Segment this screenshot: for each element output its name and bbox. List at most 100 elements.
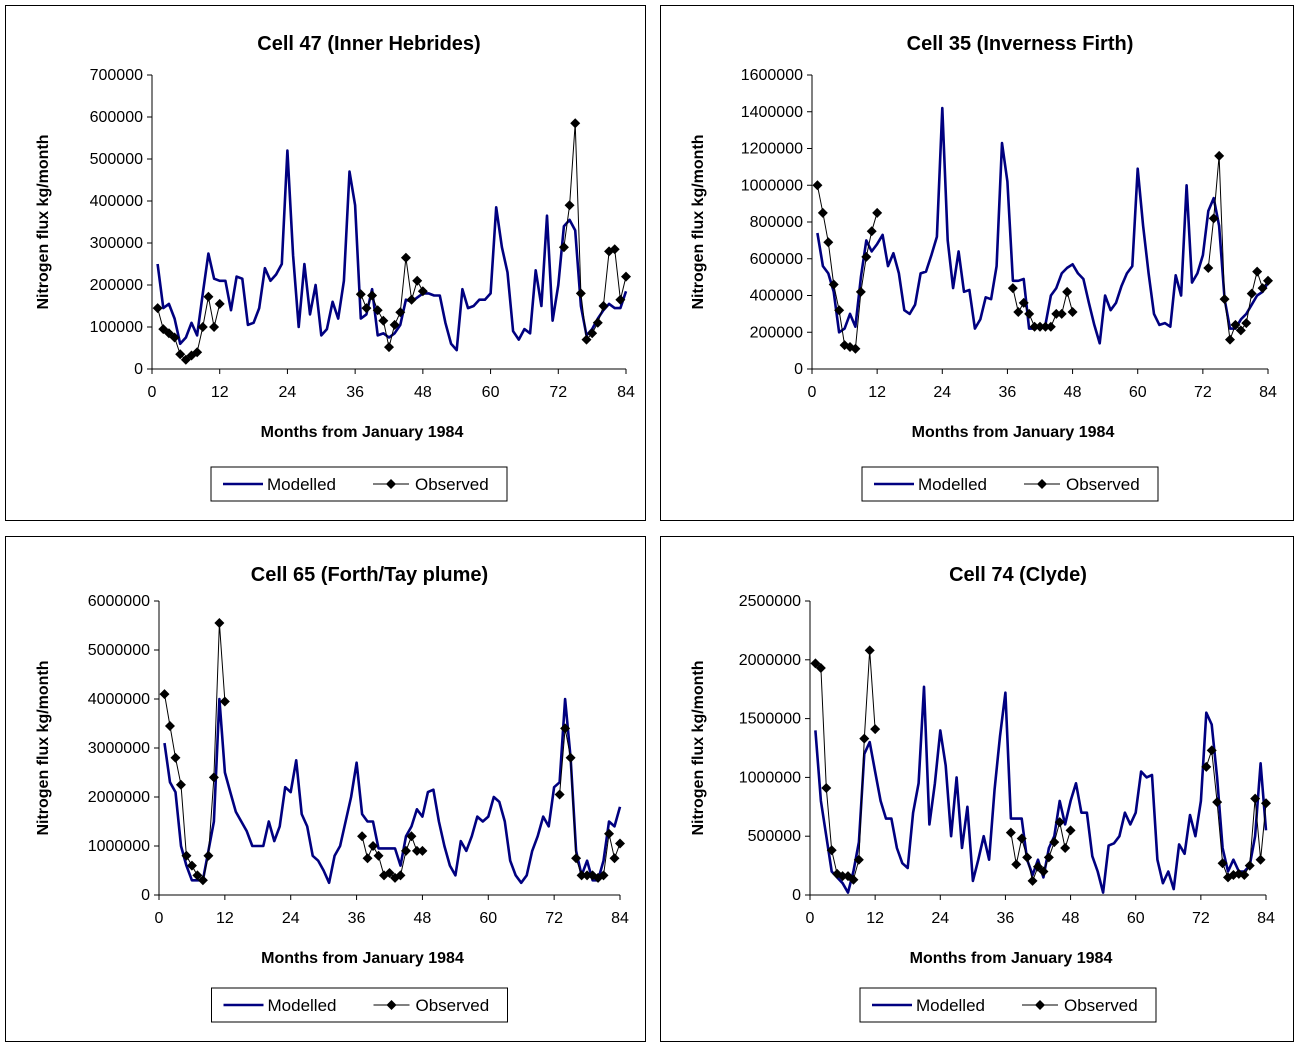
- x-tick-label: 60: [482, 384, 500, 401]
- y-tick-label: 1000000: [88, 838, 150, 855]
- observed-point: [859, 733, 870, 744]
- observed-point: [1212, 797, 1223, 808]
- legend-modelled-label: Modelled: [918, 475, 987, 494]
- observed-point: [587, 328, 598, 339]
- observed-point: [192, 870, 203, 881]
- observed-point: [817, 207, 828, 218]
- observed-point: [214, 298, 225, 309]
- observed-point: [181, 850, 192, 861]
- chart-svg: Cell 65 (Forth/Tay plume) 0 1000000 2000000…: [35, 564, 629, 1023]
- observed-point: [834, 305, 845, 316]
- series-observed-line: [164, 623, 226, 882]
- observed-point: [1056, 308, 1067, 319]
- observed-point: [554, 789, 565, 800]
- y-tick-label: 700000: [90, 67, 143, 84]
- observed-point: [1257, 283, 1268, 294]
- y-tick-label: 600000: [90, 109, 143, 126]
- chart-svg: Cell 47 (Inner Hebrides) 0 100000 200000 300…: [35, 33, 635, 502]
- x-tick-label: 60: [1129, 384, 1147, 401]
- observed-point: [570, 118, 581, 129]
- series-observed-line: [815, 650, 876, 881]
- observed-point: [1250, 793, 1261, 804]
- observed-point: [1208, 213, 1219, 224]
- x-tick-label: 84: [611, 910, 629, 927]
- chart-title: Cell 74 (Clyde): [949, 564, 1087, 586]
- observed-point: [203, 291, 214, 302]
- observed-point: [1214, 150, 1225, 161]
- x-tick-label: 0: [808, 384, 817, 401]
- observed-point: [1263, 275, 1273, 286]
- observed-point: [372, 305, 383, 316]
- observed-point: [1219, 294, 1230, 305]
- chart-svg: Cell 74 (Clyde) 0 500000 1000000 1500000 2000…: [690, 564, 1275, 1023]
- observed-point: [208, 772, 219, 783]
- y-tick-label: 1400000: [741, 104, 803, 121]
- y-tick-label: 1200000: [741, 141, 803, 158]
- y-tick-label: 4000000: [88, 691, 150, 708]
- observed-point: [192, 347, 203, 358]
- observed-point: [389, 872, 400, 883]
- observed-point: [1007, 283, 1018, 294]
- observed-point: [197, 875, 208, 886]
- y-tick-label: 200000: [90, 277, 143, 294]
- x-tick-label: 48: [414, 384, 432, 401]
- chart-panel-cell-47: Cell 47 (Inner Hebrides) 0 100000 200000 300…: [5, 5, 646, 521]
- observed-point: [864, 645, 875, 656]
- x-tick-label: 24: [933, 384, 951, 401]
- observed-point: [203, 850, 214, 861]
- observed-point: [214, 618, 225, 629]
- y-tick-label: 0: [794, 361, 803, 378]
- observed-point: [389, 319, 400, 330]
- observed-point: [1027, 875, 1038, 886]
- observed-point: [378, 315, 389, 326]
- x-tick-label: 60: [1127, 910, 1145, 927]
- y-tick-label: 1500000: [739, 711, 801, 728]
- observed-point: [417, 286, 428, 297]
- observed-point: [384, 867, 395, 878]
- observed-point: [1230, 319, 1241, 330]
- observed-point: [412, 275, 423, 286]
- y-axis-label: Nitrogen flux kg/month: [35, 660, 52, 835]
- observed-point: [592, 317, 603, 328]
- x-tick-label: 36: [346, 384, 364, 401]
- legend-observed-marker: [1035, 1000, 1045, 1010]
- observed-point: [576, 870, 587, 881]
- observed-point: [587, 870, 598, 881]
- observed-point: [400, 845, 411, 856]
- x-tick-label: 72: [549, 384, 567, 401]
- observed-point: [1201, 761, 1212, 772]
- observed-point: [609, 853, 620, 864]
- observed-point: [406, 294, 417, 305]
- observed-point: [571, 853, 582, 864]
- series-modelled-line: [814, 685, 1268, 894]
- series-observed-line: [1010, 821, 1072, 883]
- observed-point: [1043, 852, 1054, 863]
- observed-point: [186, 860, 197, 871]
- x-axis-label: Months from January 1984: [261, 424, 464, 441]
- observed-point: [872, 207, 883, 218]
- x-tick-label: 72: [1192, 910, 1210, 927]
- observed-point: [384, 342, 394, 353]
- observed-point: [1011, 859, 1022, 870]
- observed-point: [175, 349, 186, 360]
- observed-point: [1235, 325, 1246, 336]
- observed-point: [564, 200, 575, 211]
- observed-point: [367, 290, 378, 301]
- legend-observed-marker: [1037, 479, 1047, 489]
- y-tick-label: 0: [792, 887, 801, 904]
- x-tick-label: 36: [999, 384, 1017, 401]
- y-tick-label: 300000: [90, 235, 143, 252]
- y-tick-label: 400000: [750, 288, 803, 305]
- observed-point: [1252, 266, 1263, 277]
- observed-point: [406, 831, 417, 842]
- y-tick-label: 500000: [90, 151, 143, 168]
- observed-point: [609, 244, 620, 255]
- series-observed-line: [1012, 287, 1074, 328]
- observed-point: [1005, 827, 1016, 838]
- x-tick-label: 84: [1259, 384, 1277, 401]
- observed-point: [823, 237, 834, 248]
- observed-point: [209, 322, 220, 332]
- x-tick-label: 12: [216, 910, 234, 927]
- observed-point: [575, 288, 586, 299]
- observed-point: [152, 303, 163, 314]
